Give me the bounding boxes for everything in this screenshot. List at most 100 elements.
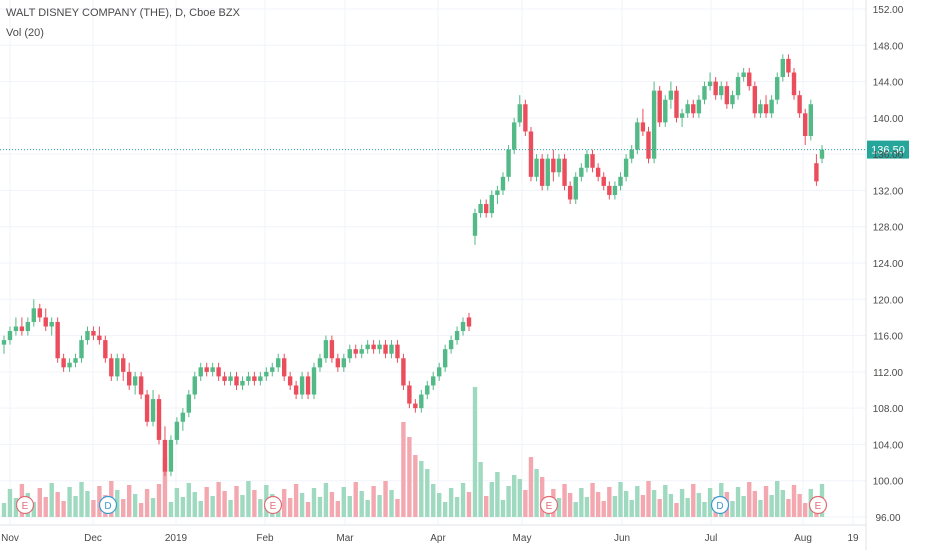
candle-body bbox=[109, 358, 114, 377]
grid bbox=[0, 0, 866, 525]
candle-body bbox=[323, 340, 329, 359]
volume-bar bbox=[365, 500, 370, 517]
volume-bar bbox=[607, 487, 612, 517]
candle-body bbox=[573, 176, 578, 200]
symbol-title: WALT DISNEY COMPANY (THE), D, Cboe BZX bbox=[6, 7, 240, 19]
candle-body bbox=[691, 104, 696, 114]
candle-body bbox=[359, 349, 364, 354]
candle-body bbox=[192, 376, 197, 395]
candle-body bbox=[13, 326, 19, 332]
volume-bar bbox=[534, 469, 539, 517]
candle-body bbox=[629, 149, 634, 159]
candle-body bbox=[138, 376, 144, 395]
candle-body bbox=[448, 340, 454, 350]
volume-bar bbox=[216, 482, 221, 517]
candle-body bbox=[769, 99, 774, 114]
candle-body bbox=[730, 95, 735, 105]
candle-body bbox=[407, 385, 412, 404]
volume-bar bbox=[769, 495, 774, 517]
candle-body bbox=[37, 308, 42, 318]
volume-bar bbox=[335, 501, 341, 517]
volume-bar bbox=[240, 495, 245, 517]
event-circle bbox=[15, 495, 35, 515]
candle-body bbox=[567, 185, 573, 200]
candle-body bbox=[299, 376, 305, 395]
earnings-marker[interactable]: E bbox=[15, 495, 35, 515]
candle-body bbox=[162, 439, 168, 472]
price-tick-label: 120.00 bbox=[873, 295, 904, 306]
candle-body bbox=[67, 362, 72, 368]
volume-bar bbox=[747, 482, 752, 517]
earnings-marker[interactable]: E bbox=[539, 495, 559, 515]
candle-body bbox=[478, 204, 483, 214]
candle-body bbox=[483, 204, 489, 214]
candle-body bbox=[1, 340, 7, 345]
volume-bar bbox=[31, 502, 37, 517]
candle-body bbox=[517, 104, 522, 123]
price-tick-label: 116.00 bbox=[873, 332, 903, 343]
candle-body bbox=[293, 385, 299, 395]
volume-bar bbox=[623, 491, 629, 517]
candle-body bbox=[413, 403, 418, 409]
volume-bar bbox=[786, 499, 791, 517]
volume-bar bbox=[635, 486, 640, 517]
candle-body bbox=[222, 376, 227, 381]
volume-bar bbox=[674, 503, 679, 517]
candle-body bbox=[590, 154, 595, 168]
volume-bar bbox=[691, 484, 696, 517]
volume-bar bbox=[506, 486, 511, 517]
time-tick-label: Aug bbox=[794, 533, 812, 544]
event-circle bbox=[808, 495, 828, 515]
volume-bar bbox=[37, 488, 42, 517]
volume-bar bbox=[341, 487, 347, 517]
candle-body bbox=[7, 331, 13, 341]
volume-bar bbox=[730, 501, 735, 517]
candle-body bbox=[377, 344, 382, 350]
earnings-marker[interactable]: E bbox=[263, 495, 283, 515]
volume-bar bbox=[472, 387, 478, 517]
candle-body bbox=[674, 90, 679, 118]
volume-bar bbox=[478, 462, 483, 517]
volume-bars bbox=[1, 387, 825, 517]
volume-indicator-label[interactable]: Vol (20) bbox=[6, 27, 44, 39]
volume-bar bbox=[228, 500, 233, 517]
earnings-marker[interactable]: E bbox=[808, 495, 828, 515]
time-tick-label: Nov bbox=[1, 533, 19, 544]
candle-body bbox=[216, 367, 221, 377]
candle-body bbox=[365, 344, 370, 350]
candle-body bbox=[668, 90, 674, 100]
time-tick-label: May bbox=[513, 533, 532, 544]
volume-bar bbox=[7, 489, 13, 517]
time-tick-label: Jul bbox=[705, 533, 718, 544]
volume-bar bbox=[612, 496, 618, 517]
candle-body bbox=[466, 317, 472, 327]
candle-body bbox=[534, 158, 539, 177]
price-tick-label: 104.00 bbox=[873, 440, 904, 451]
time-tick-label: 2019 bbox=[165, 533, 188, 544]
candle-body bbox=[305, 376, 311, 395]
candle-body bbox=[523, 104, 528, 132]
price-tick-label: 152.00 bbox=[873, 5, 904, 16]
event-circle bbox=[263, 495, 283, 515]
candle-body bbox=[270, 367, 275, 372]
candle-body bbox=[786, 58, 791, 73]
volume-bar bbox=[305, 502, 311, 517]
price-tick-label: 144.00 bbox=[873, 78, 904, 89]
volume-bar bbox=[528, 457, 534, 517]
volume-bar bbox=[222, 491, 227, 517]
price-tick-label: 100.00 bbox=[873, 477, 904, 488]
candle-body bbox=[741, 72, 746, 78]
candle-body bbox=[528, 131, 534, 177]
dividend-marker[interactable]: D bbox=[710, 495, 730, 515]
price-tick-label: 128.00 bbox=[873, 223, 904, 234]
volume-bar bbox=[317, 497, 323, 517]
candle-body bbox=[186, 394, 192, 413]
volume-bar bbox=[556, 498, 562, 517]
candle-body bbox=[657, 90, 662, 123]
candle-body bbox=[79, 340, 84, 359]
volume-bar bbox=[43, 497, 48, 517]
candle-body bbox=[747, 72, 752, 87]
dividend-marker[interactable]: D bbox=[98, 495, 118, 515]
